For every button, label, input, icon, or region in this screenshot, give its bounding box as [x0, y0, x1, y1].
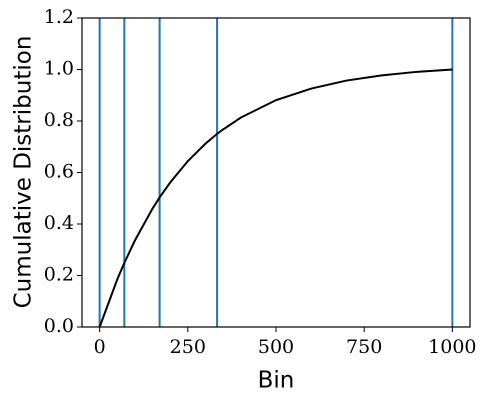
line	[98, 68, 453, 328]
x-tick-label: 500	[258, 336, 294, 358]
y-axis-label: Cumulative Distribution	[11, 36, 37, 309]
y-tick-label: 0.0	[44, 315, 74, 337]
x-tick-label: 0	[94, 336, 106, 358]
y-tick-label: 1.2	[44, 6, 74, 28]
y-tick-label: 1.0	[44, 58, 74, 80]
y-tick-label: 0.2	[44, 264, 74, 286]
x-tick-label: 250	[170, 336, 206, 358]
y-tick-label: 0.6	[44, 161, 74, 183]
plot-frame	[81, 17, 471, 328]
y-tick-label: 0.4	[44, 212, 74, 234]
x-tick-label: 1000	[428, 336, 476, 358]
x-tick-label: 750	[346, 336, 382, 358]
x-axis-label: Bin	[258, 368, 295, 394]
y-tick-label: 0.8	[44, 109, 74, 131]
